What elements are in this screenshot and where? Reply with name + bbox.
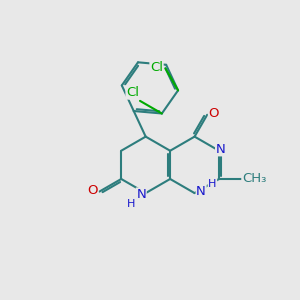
Text: N: N <box>196 185 206 198</box>
Text: Cl: Cl <box>150 61 163 74</box>
Text: O: O <box>88 184 98 196</box>
Text: CH₃: CH₃ <box>242 172 266 185</box>
Text: N: N <box>216 143 225 156</box>
Text: H: H <box>127 200 135 209</box>
Text: H: H <box>208 179 217 189</box>
Text: N: N <box>136 188 146 201</box>
Text: O: O <box>208 107 219 120</box>
Text: Cl: Cl <box>126 86 139 99</box>
